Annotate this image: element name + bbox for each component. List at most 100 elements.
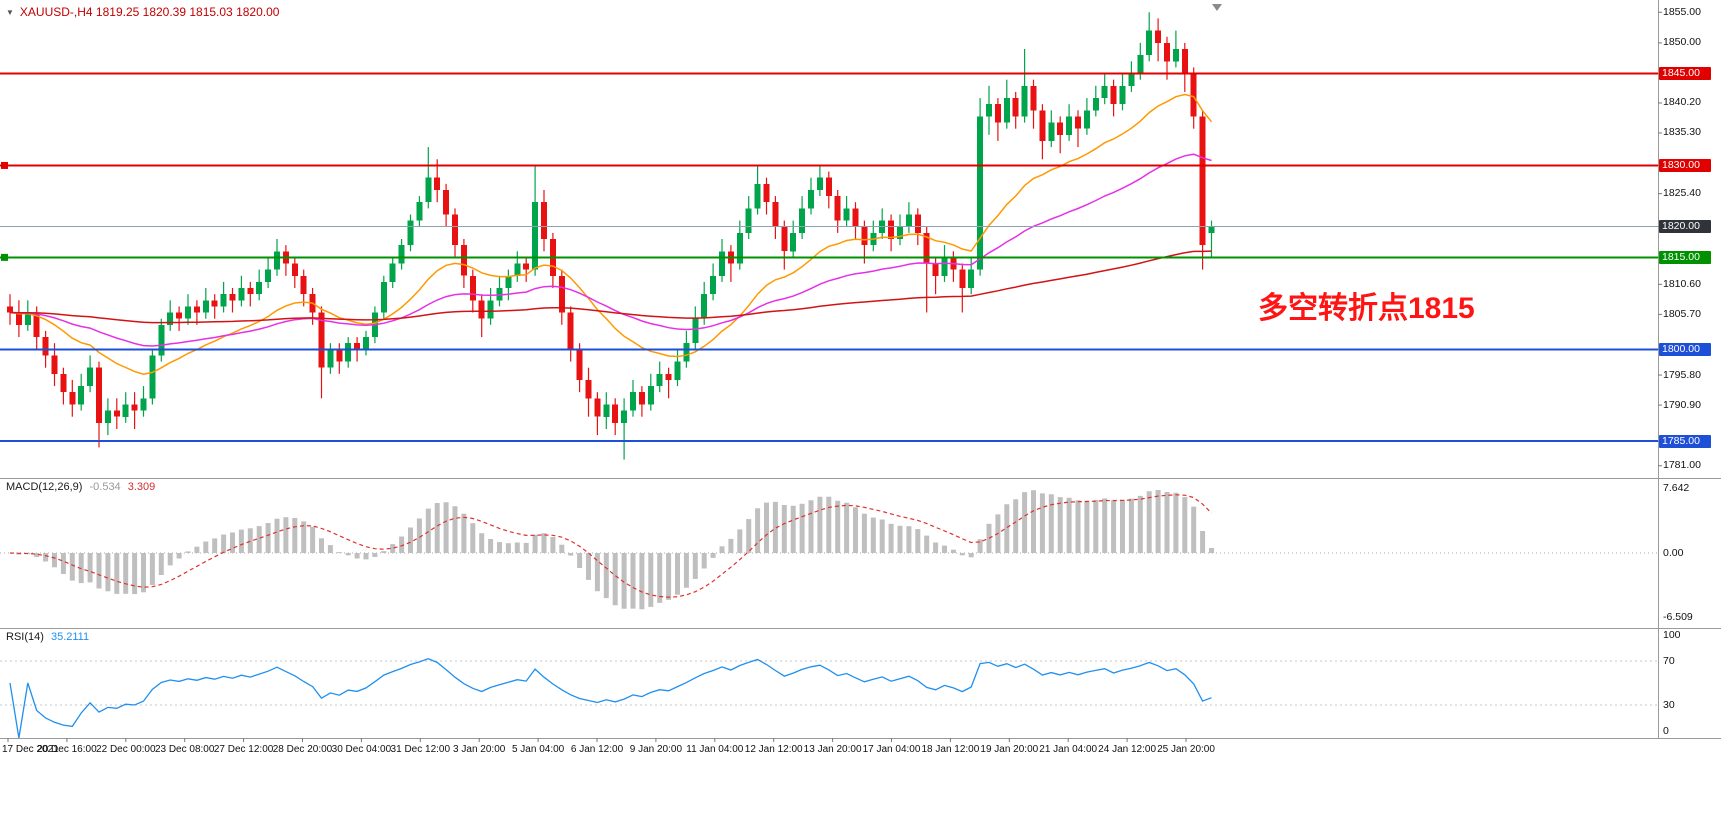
candle-body: [888, 220, 895, 239]
time-axis-label: 18 Jan 12:00: [921, 744, 980, 755]
time-axis-label: 24 Jan 12:00: [1098, 744, 1157, 755]
macd-indicator-label: MACD(12,26,9) -0.534 3.309: [6, 481, 159, 493]
candle-body: [1092, 98, 1099, 111]
candle-body: [1101, 85, 1108, 99]
rsi-indicator-label: RSI(14) 35.2111: [6, 631, 93, 643]
time-axis-label: 11 Jan 04:00: [686, 744, 744, 755]
candle-body: [621, 410, 628, 423]
candle-body: [745, 208, 752, 233]
candle-body: [665, 373, 672, 380]
rsi-line: [9, 658, 1212, 739]
time-axis-label: 22 Dec 00:00: [96, 744, 156, 755]
time-axis-label: 19 Jan 20:00: [980, 744, 1039, 755]
candle-body: [825, 177, 832, 197]
price-tick-label: 1781.00: [1663, 459, 1701, 472]
time-axis-label: 23 Dec 08:00: [154, 744, 215, 755]
candle-body: [1208, 226, 1215, 233]
candle-body: [816, 177, 823, 190]
candle-body: [541, 202, 547, 239]
candle-body: [808, 190, 814, 209]
candle-body: [416, 202, 423, 221]
candle-body: [772, 202, 779, 227]
candle-body: [96, 367, 102, 423]
candle-body: [69, 392, 76, 405]
candle-body: [443, 190, 450, 215]
macd-main-value: -0.534: [89, 481, 121, 493]
candle-body: [1137, 55, 1144, 74]
candle-body: [42, 337, 49, 356]
macd-signal-value: 3.309: [127, 481, 156, 493]
candle-body: [256, 281, 263, 295]
symbol-dropdown-icon[interactable]: ▼: [6, 7, 14, 17]
candle-body: [612, 404, 619, 423]
macd-axis-label: 0.00: [1663, 546, 1684, 559]
price-tick-label: 1815.00: [1659, 250, 1711, 264]
time-axis-label: 13 Jan 20:00: [803, 744, 862, 755]
candle-body: [923, 232, 930, 264]
price-tick-label: 1850.00: [1663, 36, 1701, 49]
candle-body: [719, 251, 725, 276]
chart-shift-icon: [1212, 4, 1222, 11]
moving-average-line: [9, 93, 1213, 375]
candle-body: [452, 214, 458, 246]
candle-body: [327, 349, 334, 368]
candle-body: [576, 349, 583, 380]
price-tick-label: 1840.20: [1663, 96, 1701, 109]
time-axis-label: 3 Jan 20:00: [453, 744, 506, 755]
candle-body: [674, 361, 681, 380]
candle-body: [799, 208, 806, 233]
price-tick-label: 1825.40: [1663, 187, 1701, 200]
candle-body: [558, 275, 565, 313]
candle-body: [398, 245, 405, 264]
candle-body: [7, 306, 13, 313]
candle-body: [968, 269, 975, 288]
candle-body: [710, 275, 717, 295]
candle-body: [692, 318, 699, 344]
price-tick-label: 1805.70: [1663, 307, 1701, 320]
candle-body: [220, 294, 227, 307]
candle-body: [532, 202, 539, 270]
candle-body: [33, 312, 40, 337]
rsi-axis-label: 70: [1663, 654, 1675, 667]
price-tick-label: 1855.00: [1663, 5, 1701, 18]
price-tick-label: 1800.00: [1659, 342, 1711, 356]
candle-body: [647, 386, 654, 405]
time-axis-label: 5 Jan 04:00: [511, 744, 565, 755]
candle-body: [460, 245, 467, 276]
candle-body: [487, 300, 494, 319]
rsi-axis-label: 30: [1663, 698, 1675, 711]
time-axis-label: 21 Jan 04:00: [1039, 744, 1098, 755]
macd-label-name: MACD(12,26,9): [6, 481, 83, 493]
candle-body: [781, 226, 788, 252]
price-tick-label: 1845.00: [1659, 67, 1711, 81]
candle-body: [434, 177, 441, 190]
candle-body: [363, 337, 369, 350]
candle-body: [986, 104, 992, 117]
candle-body: [1021, 85, 1028, 117]
candle-body: [345, 343, 352, 362]
chart-annotation-text: 多空转折点1815: [1258, 292, 1475, 325]
candle-body: [834, 196, 841, 221]
candle-body: [380, 281, 387, 313]
candle-body: [407, 220, 414, 246]
time-axis-label: 25 Jan 20:00: [1157, 744, 1215, 755]
rsi-axis-label: 100: [1663, 629, 1681, 641]
candle-body: [977, 116, 984, 270]
candle-body: [336, 349, 343, 362]
candle-body: [24, 312, 31, 325]
candle-body: [1066, 116, 1073, 135]
candle-body: [496, 288, 503, 301]
candle-body: [514, 263, 521, 276]
candle-body: [60, 373, 67, 393]
candle-body: [994, 104, 1001, 123]
candle-body: [478, 300, 485, 319]
candle-body: [736, 232, 743, 264]
candle-body: [932, 263, 939, 276]
candle-body: [247, 288, 254, 295]
candle-body: [852, 208, 859, 227]
candle-body: [122, 404, 129, 417]
candle-body: [15, 312, 22, 325]
time-axis-label: 20 Dec 16:00: [37, 744, 97, 755]
candle-body: [1199, 116, 1206, 246]
